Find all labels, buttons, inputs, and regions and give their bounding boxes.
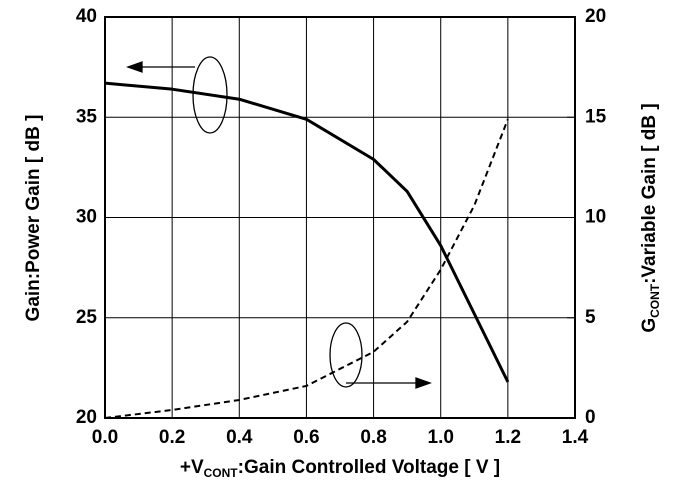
- x-label-suffix: :Gain Controlled Voltage [ V ]: [238, 457, 500, 478]
- x-label-prefix: +V: [180, 457, 204, 478]
- y2-tick-label: 20: [585, 6, 606, 27]
- y2-label-sub: CONT: [648, 283, 662, 318]
- annotations: [126, 56, 432, 389]
- x-label-sub: CONT: [204, 466, 239, 480]
- y2-label-suffix: :Variable Gain [ dB ]: [639, 103, 660, 284]
- x-tick-label: 0.6: [293, 427, 319, 448]
- right-arrowhead: [415, 377, 432, 389]
- x-tick-label: 1.0: [428, 427, 454, 448]
- y2-label-prefix: G: [639, 318, 660, 333]
- y2-tick-label: 5: [585, 307, 596, 328]
- series-line: [104, 81, 510, 383]
- y2-tick-label: 0: [585, 407, 596, 428]
- y-tick-label: 35: [76, 106, 98, 127]
- y2-tick-label: 15: [585, 106, 607, 127]
- x-tick-label: 1.2: [495, 427, 521, 448]
- y-tick-label: 20: [76, 407, 97, 428]
- y-tick-label: 25: [76, 307, 98, 328]
- left-arrowhead: [126, 61, 143, 73]
- x-axis-label: +VCONT:Gain Controlled Voltage [ V ]: [180, 457, 500, 480]
- y-axis-label: Gain:Power Gain [ dB ]: [23, 115, 44, 322]
- y2-tick-label: 10: [585, 207, 606, 228]
- x-tick-label: 0.2: [159, 427, 185, 448]
- left-ellipse: [192, 56, 228, 134]
- series-line: [104, 118, 509, 419]
- y-tick-label: 40: [76, 6, 97, 27]
- right-ellipse: [329, 322, 363, 388]
- y2-axis-label: GCONT:Variable Gain [ dB ]: [639, 103, 662, 332]
- x-tick-label: 0.4: [226, 427, 253, 448]
- plot-frame: [104, 16, 576, 419]
- x-tick-label: 0.0: [92, 427, 118, 448]
- x-tick-label: 1.4: [562, 427, 589, 448]
- y-tick-label: 30: [76, 207, 97, 228]
- x-tick-label: 0.8: [360, 427, 386, 448]
